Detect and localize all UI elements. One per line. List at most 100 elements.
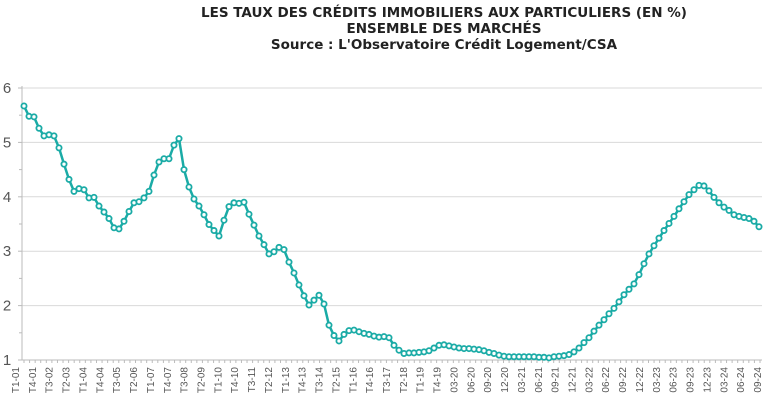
data-point-marker <box>645 250 653 258</box>
data-point-marker <box>150 171 158 179</box>
x-tick-label: 03-23 <box>652 367 663 393</box>
data-point-marker <box>720 203 728 211</box>
data-point-marker <box>590 327 598 335</box>
data-point-marker <box>335 337 343 345</box>
data-point-marker <box>295 281 303 289</box>
data-point-marker <box>670 212 678 220</box>
data-point-marker <box>145 187 153 195</box>
data-point-marker <box>105 215 113 223</box>
data-point-marker <box>750 217 758 225</box>
data-point-marker <box>155 158 163 166</box>
x-tick-label: T3-02 <box>45 367 56 394</box>
data-point-marker <box>605 310 613 318</box>
data-point-marker <box>115 225 123 233</box>
data-point-marker <box>195 202 203 210</box>
data-point-marker <box>220 216 228 224</box>
data-point-marker <box>285 258 293 266</box>
data-point-marker <box>630 280 638 288</box>
y-tick-label: 5 <box>3 134 11 151</box>
x-tick-label: T3-17 <box>382 367 393 394</box>
data-point-marker <box>425 347 433 355</box>
data-point-marker <box>315 291 323 299</box>
x-tick-label: T2-06 <box>129 367 140 394</box>
data-point-marker <box>310 296 318 304</box>
data-point-marker <box>330 332 338 340</box>
data-point-marker <box>180 166 188 174</box>
x-tick-label: T3-14 <box>315 367 326 394</box>
data-point-marker <box>50 132 58 140</box>
y-tick-label: 4 <box>3 189 11 206</box>
data-point-marker <box>185 183 193 191</box>
data-point-marker <box>325 321 333 329</box>
data-point-marker <box>95 202 103 210</box>
x-tick-label: 09-21 <box>551 367 562 393</box>
data-point-marker <box>290 269 298 277</box>
y-tick-label: 1 <box>3 352 11 369</box>
data-point-marker <box>585 334 593 342</box>
data-point-marker <box>300 292 308 300</box>
x-axis: T1-01 T4-01 T3-02 T2-03 T1-04 T4-04 T3-05 T2-06… <box>11 359 764 394</box>
data-point-marker <box>610 304 618 312</box>
data-point-marker <box>685 191 693 199</box>
y-tick-label: 6 <box>3 80 11 97</box>
x-tick-label: 03-22 <box>584 367 595 393</box>
data-point-marker <box>575 344 583 352</box>
x-tick-label: 03-21 <box>517 367 528 393</box>
data-point-marker <box>20 102 28 110</box>
data-point-marker <box>620 291 628 299</box>
data-point-marker <box>660 227 668 235</box>
x-tick-label: 06-22 <box>601 367 612 393</box>
data-point-marker <box>240 198 248 206</box>
x-tick-label: T2-18 <box>399 367 410 394</box>
data-point-marker <box>715 199 723 207</box>
data-point-marker <box>700 182 708 190</box>
x-tick-label: T3-11 <box>247 367 258 393</box>
x-tick-label: T4-13 <box>298 367 309 394</box>
data-point-marker <box>245 210 253 218</box>
data-point-marker <box>305 301 313 309</box>
y-tick-label: 2 <box>3 298 11 315</box>
data-point-marker <box>55 144 63 152</box>
data-point-marker <box>615 298 623 306</box>
data-point-marker <box>210 227 218 235</box>
x-tick-label: 12-22 <box>635 367 646 393</box>
data-point-marker <box>190 195 198 203</box>
x-tick-label: 12-21 <box>568 367 579 393</box>
x-tick-label: T2-09 <box>197 367 208 394</box>
x-tick-label: T2-12 <box>264 367 275 394</box>
x-tick-label: 09-23 <box>686 367 697 393</box>
data-point-marker <box>35 124 43 132</box>
x-tick-label: T4-16 <box>365 367 376 394</box>
x-tick-label: T4-01 <box>28 367 39 394</box>
x-tick-label: T1-10 <box>213 367 224 394</box>
data-point-marker <box>100 208 108 216</box>
x-tick-label: 06-23 <box>669 367 680 393</box>
data-point-marker <box>570 348 578 356</box>
data-point-marker <box>260 241 268 249</box>
data-series <box>20 102 763 362</box>
x-tick-label: T3-05 <box>112 367 123 394</box>
data-point-marker <box>165 155 173 163</box>
y-tick-label: 3 <box>3 243 11 260</box>
data-point-marker <box>135 198 143 206</box>
x-tick-label: T3-08 <box>180 367 191 394</box>
data-point-marker <box>215 232 223 240</box>
data-point-marker <box>205 221 213 229</box>
x-tick-label: T2-15 <box>331 367 342 394</box>
x-tick-label: 03-24 <box>719 367 730 393</box>
x-tick-label: T1-01 <box>11 367 22 394</box>
x-tick-label: 09-20 <box>483 367 494 393</box>
data-point-marker <box>430 344 438 352</box>
x-tick-label: T1-16 <box>348 367 359 394</box>
x-tick-label: 09-22 <box>618 367 629 393</box>
x-tick-label: 12-23 <box>702 367 713 393</box>
x-tick-label: T4-10 <box>230 367 241 394</box>
data-point-marker <box>755 223 763 231</box>
data-point-marker <box>125 207 133 215</box>
data-point-marker <box>635 271 643 279</box>
series-line <box>22 105 760 360</box>
x-tick-label: T2-03 <box>62 367 73 394</box>
gridlines <box>22 87 762 307</box>
data-point-marker <box>745 215 753 223</box>
data-point-marker <box>250 221 258 229</box>
